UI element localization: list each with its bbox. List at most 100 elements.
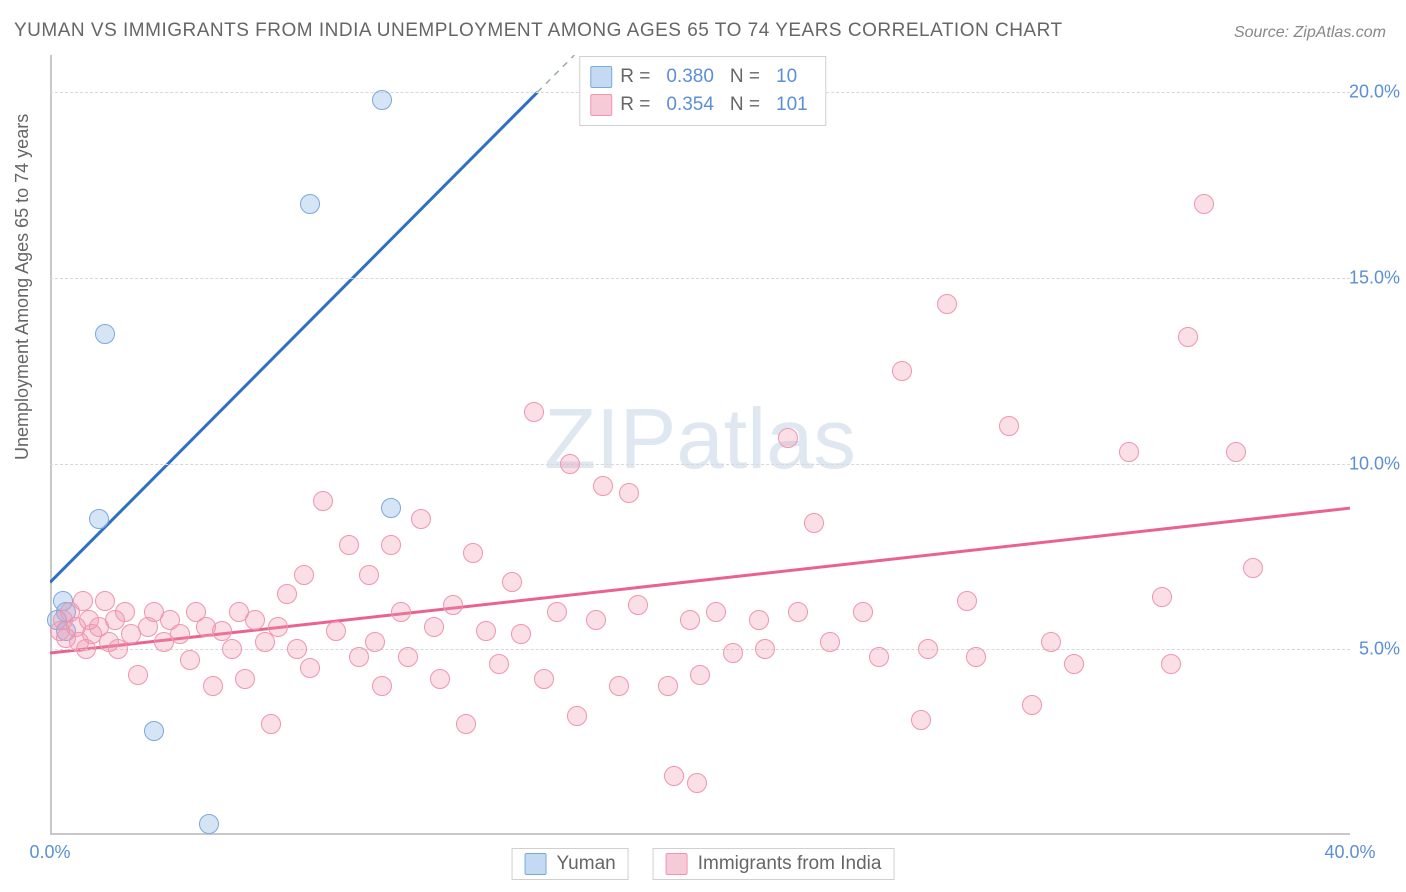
pink-point: [443, 595, 463, 615]
pink-point: [391, 602, 411, 622]
pink-point: [547, 602, 567, 622]
pink-point: [1064, 654, 1084, 674]
pink-point: [381, 535, 401, 555]
pink-point: [430, 669, 450, 689]
pink-point: [680, 610, 700, 630]
series-legend: Yuman Immigrants from India: [512, 848, 895, 880]
pink-point: [235, 669, 255, 689]
pink-point: [180, 650, 200, 670]
pink-swatch-icon: [666, 853, 688, 875]
gridline-horizontal: [50, 649, 1350, 650]
x-axis-line: [50, 833, 1350, 835]
pink-point: [212, 621, 232, 641]
pink-point: [476, 621, 496, 641]
pink-point: [245, 610, 265, 630]
pink-point: [287, 639, 307, 659]
pink-point: [261, 714, 281, 734]
pink-point: [398, 647, 418, 667]
pink-point: [1226, 442, 1246, 462]
blue-point: [381, 498, 401, 518]
pink-point: [918, 639, 938, 659]
pink-point: [788, 602, 808, 622]
pink-point: [619, 483, 639, 503]
y-tick-label: 20.0%: [1349, 82, 1400, 103]
pink-point: [463, 543, 483, 563]
x-tick-label: 0.0%: [29, 842, 70, 863]
pink-point: [115, 602, 135, 622]
pink-point: [294, 565, 314, 585]
pink-point: [534, 669, 554, 689]
blue-swatch-icon: [590, 66, 612, 88]
pink-point: [706, 602, 726, 622]
pink-point: [511, 624, 531, 644]
r-label: R =: [620, 63, 650, 91]
r-value: 0.354: [666, 91, 714, 119]
pink-point: [957, 591, 977, 611]
blue-point: [300, 194, 320, 214]
pink-point: [128, 665, 148, 685]
pink-point: [723, 643, 743, 663]
pink-point: [300, 658, 320, 678]
pink-point: [567, 706, 587, 726]
pink-point: [1041, 632, 1061, 652]
chart-area: ZIPatlas 5.0%10.0%15.0%20.0%0.0%40.0%: [50, 55, 1350, 835]
pink-point: [349, 647, 369, 667]
pink-point: [1194, 194, 1214, 214]
n-label: N =: [730, 91, 760, 119]
pink-point: [170, 624, 190, 644]
pink-point: [524, 402, 544, 422]
pink-point: [1152, 587, 1172, 607]
legend-item-pink: Immigrants from India: [653, 848, 895, 880]
pink-point: [424, 617, 444, 637]
pink-point: [268, 617, 288, 637]
pink-point: [313, 491, 333, 511]
pink-point: [1119, 442, 1139, 462]
legend-item-label: Yuman: [557, 853, 616, 875]
pink-point: [560, 454, 580, 474]
pink-point: [489, 654, 509, 674]
pink-point: [339, 535, 359, 555]
legend-stat-row: R =0.380N = 10: [590, 63, 815, 91]
n-label: N =: [730, 63, 760, 91]
pink-point: [222, 639, 242, 659]
pink-point: [1243, 558, 1263, 578]
pink-point: [365, 632, 385, 652]
chart-title: YUMAN VS IMMIGRANTS FROM INDIA UNEMPLOYM…: [14, 20, 1063, 42]
pink-point: [1022, 695, 1042, 715]
y-tick-label: 10.0%: [1349, 453, 1400, 474]
pink-point: [687, 773, 707, 793]
blue-swatch-icon: [525, 853, 547, 875]
y-axis-label: Unemployment Among Ages 65 to 74 years: [12, 114, 33, 460]
x-tick-label: 40.0%: [1324, 842, 1375, 863]
legend-item-blue: Yuman: [512, 848, 629, 880]
pink-point: [664, 766, 684, 786]
legend-stat-row: R =0.354N =101: [590, 91, 815, 119]
pink-point: [1161, 654, 1181, 674]
pink-point: [372, 676, 392, 696]
pink-point: [778, 428, 798, 448]
pink-point: [966, 647, 986, 667]
pink-point: [892, 361, 912, 381]
blue-point: [199, 814, 219, 834]
blue-point: [372, 90, 392, 110]
scatter-plot: ZIPatlas 5.0%10.0%15.0%20.0%0.0%40.0%: [50, 55, 1350, 835]
pink-point: [820, 632, 840, 652]
pink-point: [1178, 327, 1198, 347]
pink-point: [73, 591, 93, 611]
blue-point: [89, 509, 109, 529]
pink-point: [411, 509, 431, 529]
pink-point: [755, 639, 775, 659]
pink-trend-line: [50, 508, 1350, 653]
pink-point: [456, 714, 476, 734]
pink-point: [326, 621, 346, 641]
pink-point: [628, 595, 648, 615]
pink-swatch-icon: [590, 94, 612, 116]
pink-point: [203, 676, 223, 696]
pink-point: [586, 610, 606, 630]
blue-trend-line-dashed: [538, 55, 575, 92]
pink-point: [804, 513, 824, 533]
blue-point: [95, 324, 115, 344]
pink-point: [359, 565, 379, 585]
n-value: 10: [776, 63, 797, 91]
pink-point: [869, 647, 889, 667]
